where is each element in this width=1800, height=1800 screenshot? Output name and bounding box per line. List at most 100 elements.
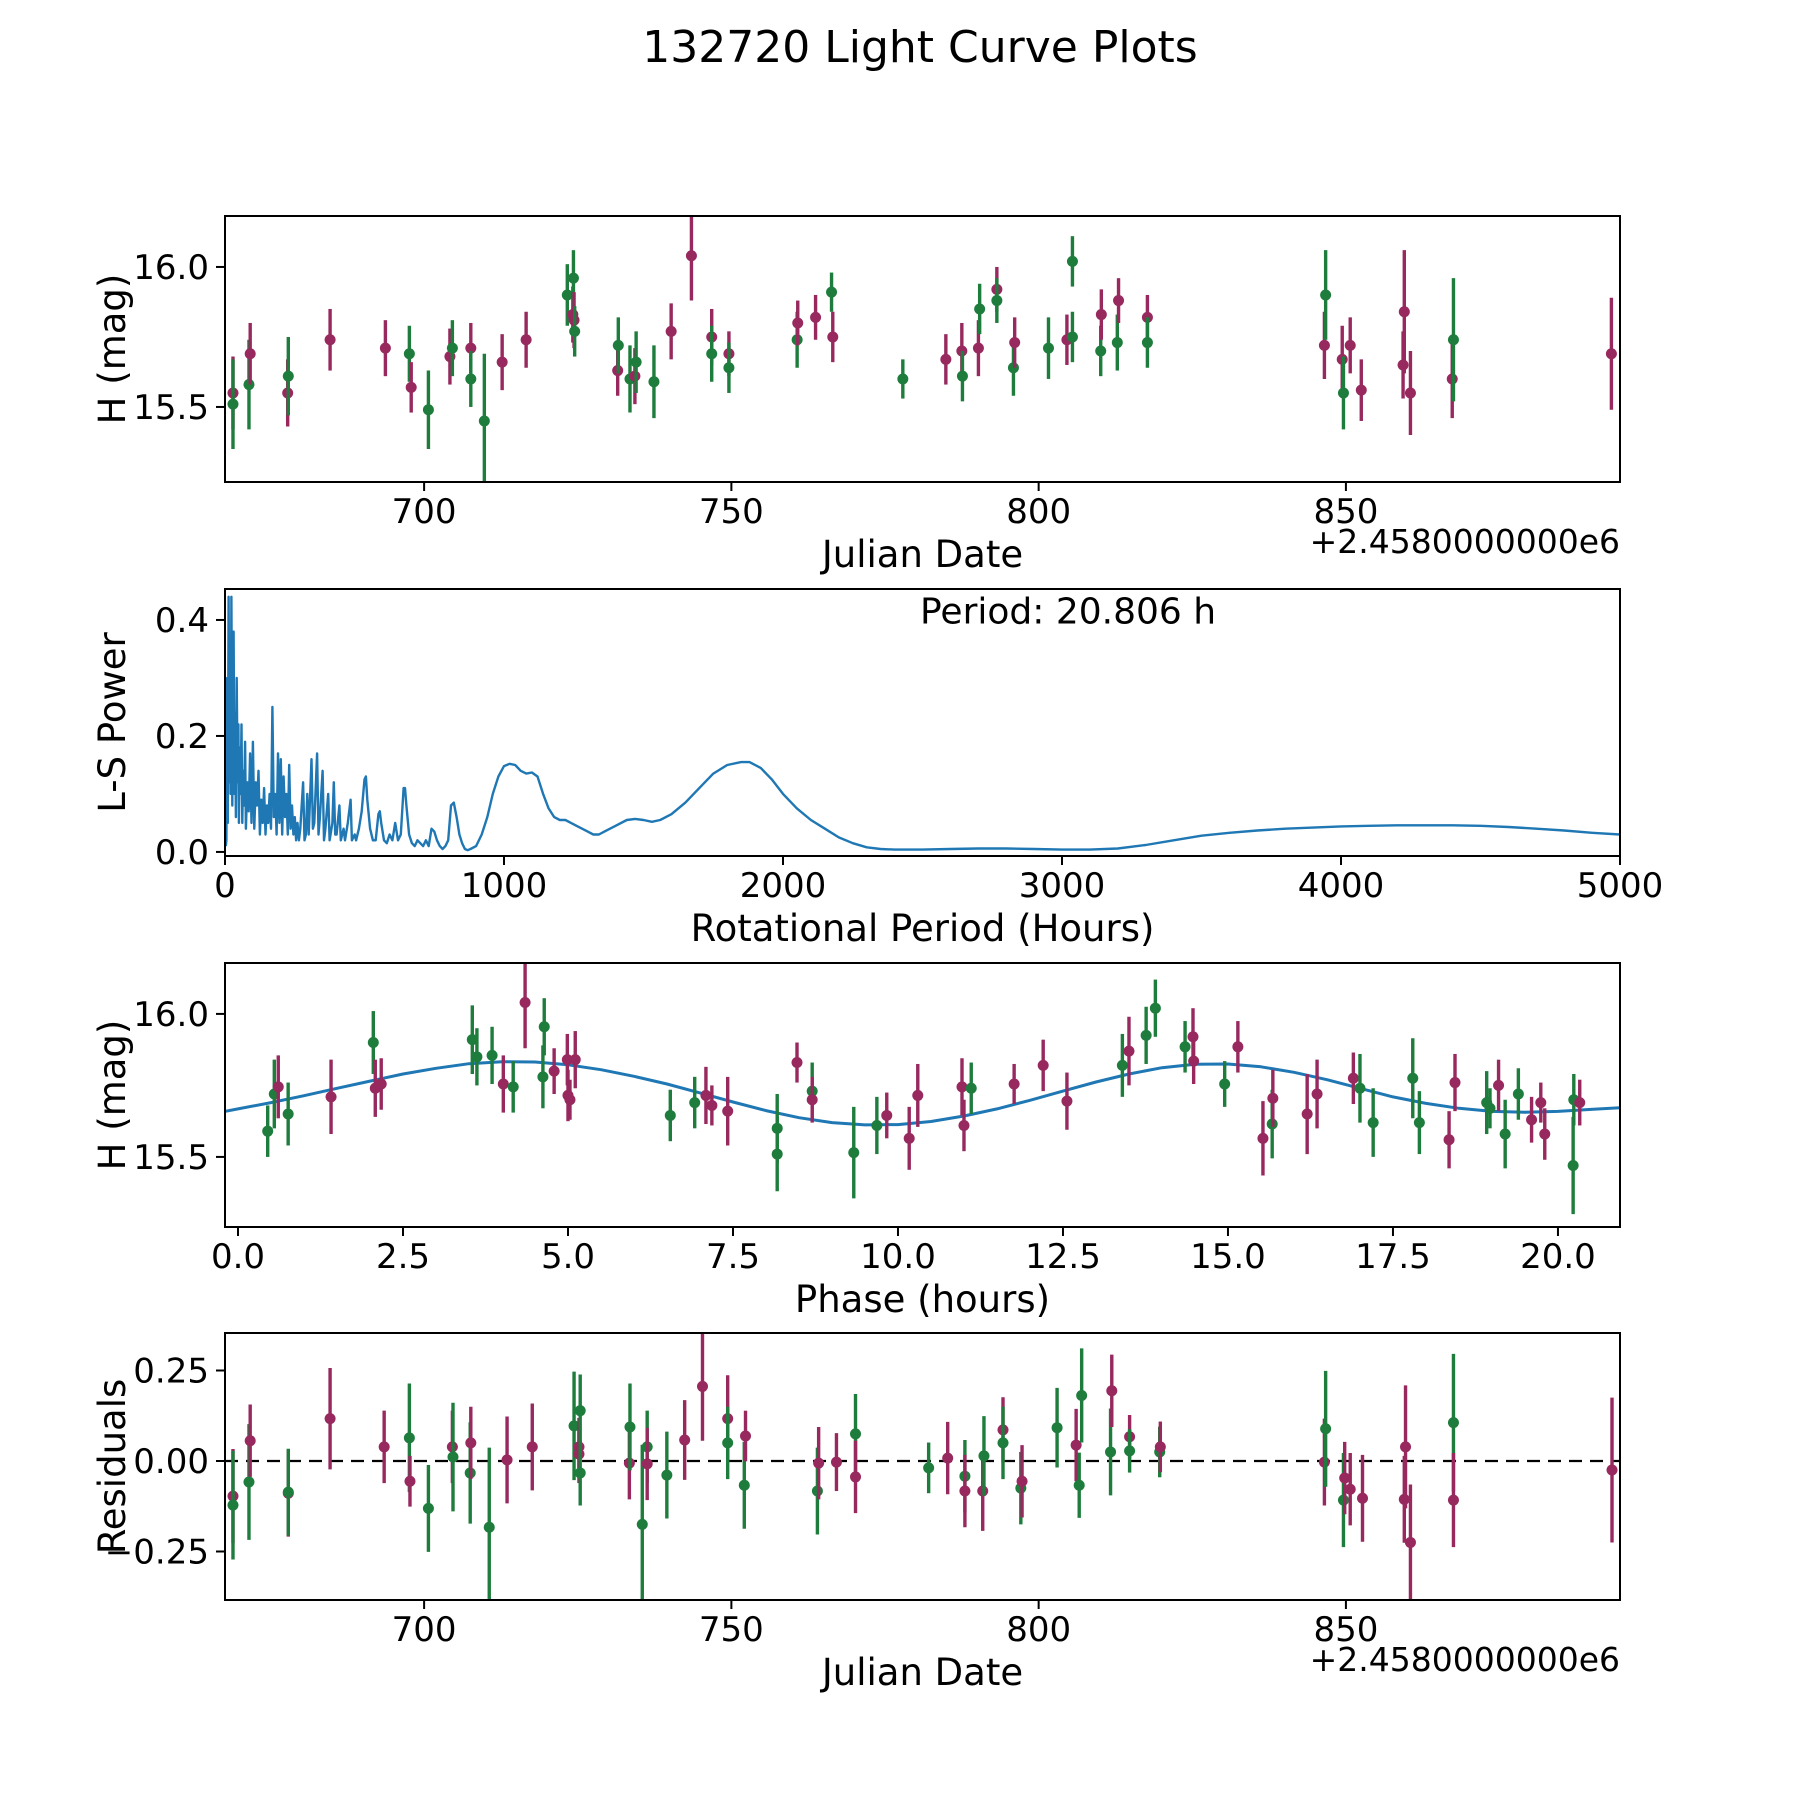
data-point (537, 1071, 549, 1083)
data-point (1267, 1092, 1279, 1104)
data-point (942, 1452, 954, 1464)
data-point (923, 1462, 935, 1474)
data-point (1484, 1102, 1496, 1114)
data-point (465, 373, 477, 385)
data-point (956, 1081, 968, 1093)
data-point (1124, 1445, 1136, 1457)
data-point (810, 311, 822, 323)
x-tick-label: 800 (1006, 1610, 1071, 1650)
panel-residuals-points (227, 1333, 1618, 1600)
data-point (244, 348, 256, 360)
data-point (465, 1437, 477, 1449)
data-point (1367, 1117, 1379, 1129)
data-point (243, 1476, 255, 1488)
data-point (465, 342, 477, 354)
data-point (1140, 1029, 1152, 1041)
data-point (974, 303, 986, 315)
panel-lightcurve-points (227, 216, 1617, 482)
y-tick-label: 0.2 (155, 717, 209, 757)
x-tick-label: 4000 (1298, 866, 1385, 906)
x-tick-label: 850 (1313, 1610, 1378, 1650)
data-point (1061, 1095, 1073, 1107)
data-point (806, 1094, 818, 1106)
data-point (1051, 1422, 1063, 1434)
data-point (569, 325, 581, 337)
data-point (1070, 1439, 1082, 1451)
data-point (1357, 1492, 1369, 1504)
data-point (227, 398, 239, 410)
panel-periodogram-x-axis: 0 1000 2000 3000 4000 5000 (214, 856, 1663, 906)
data-point (496, 356, 508, 368)
data-point (538, 1021, 550, 1033)
data-point (771, 1148, 783, 1160)
data-point (569, 1054, 581, 1066)
data-point (325, 1091, 337, 1103)
figure-title: 132720 Light Curve Plots (642, 22, 1198, 73)
data-point (1066, 255, 1078, 267)
y-tick-label: 15.5 (133, 388, 209, 428)
data-point (1526, 1114, 1538, 1126)
y-tick-label: 0.0 (155, 833, 209, 873)
data-point (501, 1454, 513, 1466)
x-tick-label: 17.5 (1355, 1237, 1431, 1277)
data-point (367, 1037, 379, 1049)
data-point (244, 1435, 256, 1447)
data-point (1320, 1423, 1332, 1435)
x-tick-label: 0.0 (211, 1237, 265, 1277)
data-point (1344, 339, 1356, 351)
panel-residuals-y-axis: −0.25 0.00 0.25 (105, 1351, 225, 1572)
data-point (881, 1109, 893, 1121)
data-point (1404, 1536, 1416, 1548)
data-point (1095, 309, 1107, 321)
data-point (1095, 345, 1107, 357)
data-point (1301, 1108, 1313, 1120)
data-point (972, 342, 984, 354)
data-point (813, 1457, 825, 1469)
data-point (282, 1108, 294, 1120)
data-point (526, 1441, 538, 1453)
data-point (422, 404, 434, 416)
data-point (1447, 1417, 1459, 1429)
data-point (1149, 1002, 1161, 1014)
data-point (282, 370, 294, 382)
data-point (1512, 1088, 1524, 1100)
data-point (1154, 1441, 1166, 1453)
data-point (1187, 1031, 1199, 1043)
data-point (912, 1089, 924, 1101)
data-point (1257, 1132, 1269, 1144)
data-point (1539, 1128, 1551, 1140)
data-point (548, 1065, 560, 1077)
x-tick-label: 0 (214, 866, 236, 906)
data-point (871, 1119, 883, 1131)
panel-phase-y-axis: 15.5 16.0 (133, 995, 225, 1178)
x-tick-label: 10.0 (860, 1237, 936, 1277)
data-point (826, 286, 838, 298)
data-point (446, 342, 458, 354)
data-point (375, 1078, 387, 1090)
data-point (378, 1441, 390, 1453)
data-point (1574, 1097, 1586, 1109)
x-tick-label: 850 (1313, 492, 1378, 532)
data-point (722, 1105, 734, 1117)
data-point (630, 356, 642, 368)
data-point (1493, 1079, 1505, 1091)
axes-spines (224, 962, 1621, 1228)
data-point (1499, 1128, 1511, 1140)
data-point (940, 353, 952, 365)
data-point (1398, 306, 1410, 318)
period-annotation: Period: 20.806 h (920, 592, 1216, 633)
data-point (1535, 1097, 1547, 1109)
data-point (696, 1380, 708, 1392)
x-tick-label: 800 (1006, 492, 1071, 532)
x-axis-offset-label: +2.4580000000e6 (1310, 1640, 1620, 1679)
data-point (1354, 1082, 1366, 1094)
y-tick-label: 15.5 (133, 1138, 209, 1178)
data-point (486, 1049, 498, 1061)
panel-phase-x-axis: 0.0 2.5 5.0 7.5 10.0 12.5 15.0 17.5 20.0 (211, 1227, 1596, 1277)
data-point (404, 1475, 416, 1487)
data-point (1339, 1472, 1351, 1484)
data-point (1443, 1134, 1455, 1146)
x-tick-label: 1000 (461, 866, 548, 906)
